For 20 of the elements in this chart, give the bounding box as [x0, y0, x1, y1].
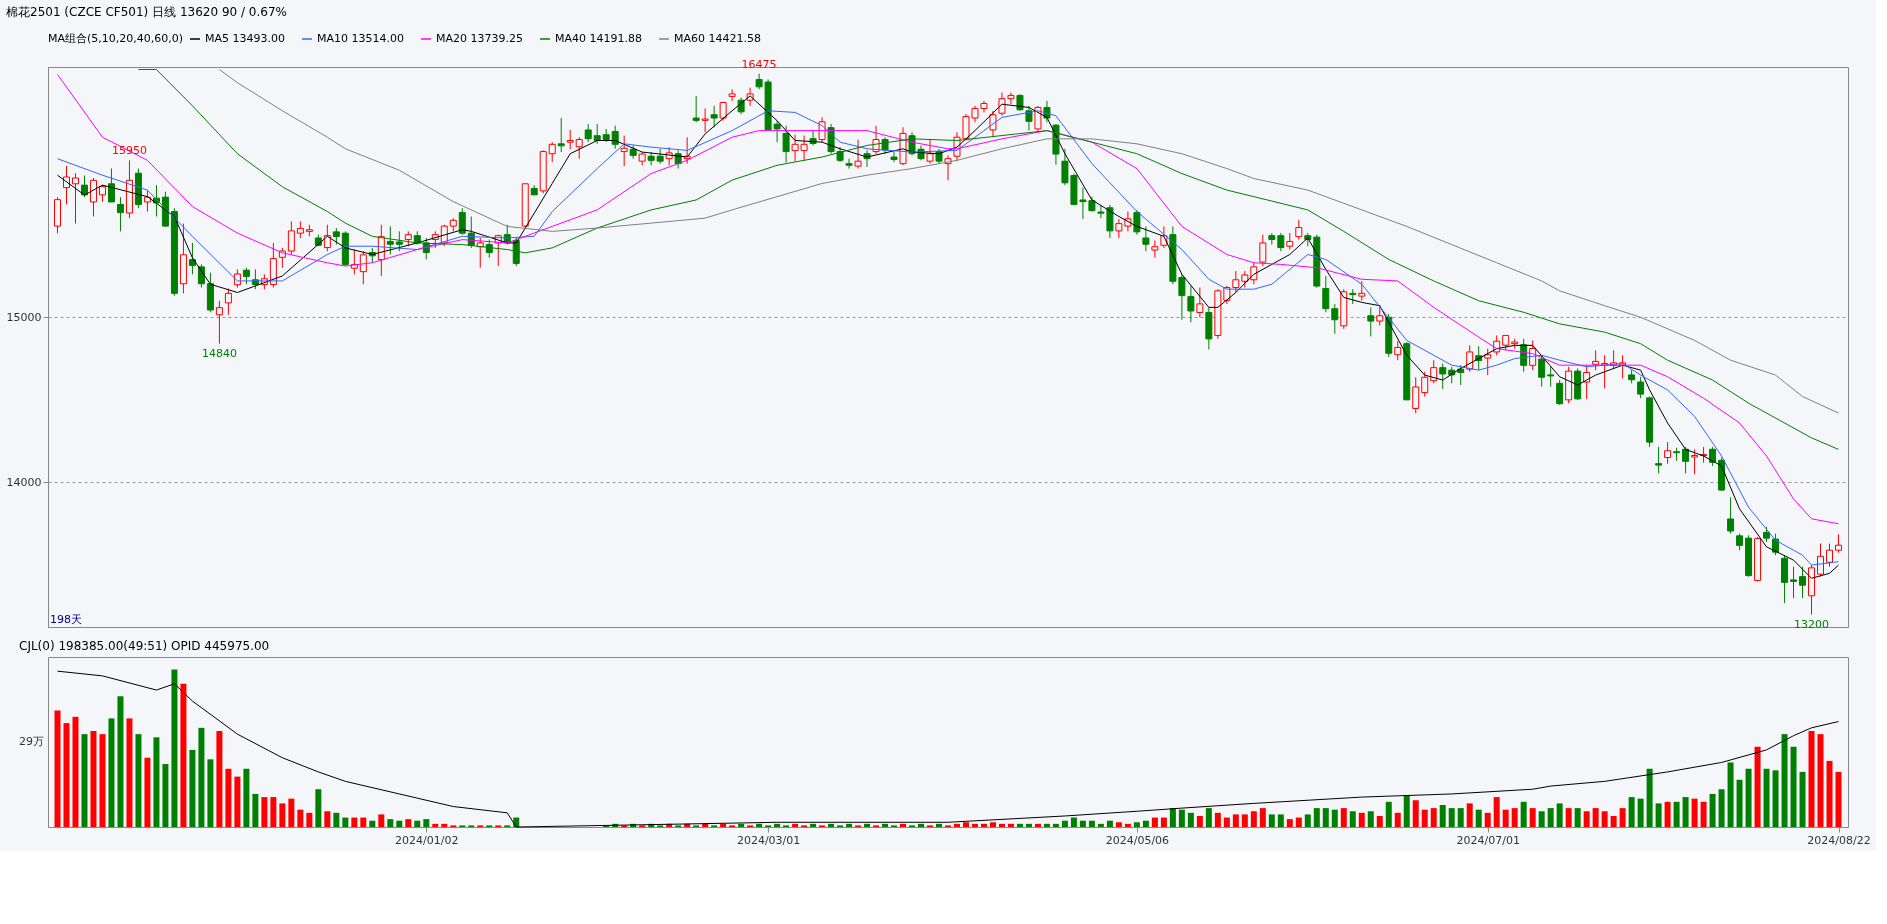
x-tick-label: 2024/05/06	[1105, 833, 1170, 847]
legend-title: MA组合(5,10,20,40,60,0)	[48, 32, 184, 45]
x-tick-label: 2024/01/02	[395, 833, 459, 847]
legend-label: MA40 14191.88	[555, 32, 642, 45]
annotation: 198天	[50, 613, 82, 626]
annotation: 13200	[1794, 617, 1830, 631]
x-tick-label: 2024/08/22	[1807, 833, 1871, 847]
x-tick-label: 2024/07/01	[1456, 833, 1520, 847]
chart-title: CJL(0) 198385.00(49:51) OPID 445975.00	[19, 639, 270, 653]
legend-label: MA10 13514.00	[317, 32, 404, 45]
annotation: 14840	[201, 346, 237, 360]
chart-title: 棉花2501 (CZCE CF501) 日线 13620 90 / 0.67%	[6, 4, 287, 19]
legend-label: MA20 13739.25	[436, 32, 523, 45]
legend-label: MA5 13493.00	[205, 32, 285, 45]
annotation: 16475	[741, 57, 777, 71]
y-tick-label: 14000	[6, 475, 42, 489]
x-tick-label: 2024/03/01	[736, 833, 801, 847]
legend-label: MA60 14421.58	[674, 32, 761, 45]
y-tick-label: 15000	[6, 310, 42, 324]
text: 29万	[19, 735, 44, 748]
